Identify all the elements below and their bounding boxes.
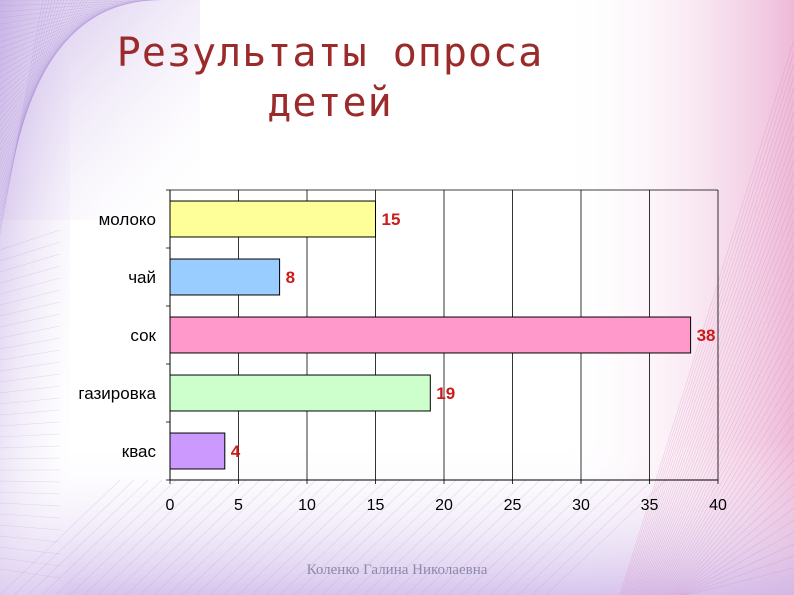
category-label: чай	[128, 268, 156, 287]
category-label: газировка	[78, 384, 156, 403]
title-line-2: детей	[267, 80, 393, 126]
page-title: Результаты опроса детей	[90, 28, 570, 128]
title-line-1: Результаты опроса	[116, 30, 544, 76]
x-tick-label: 20	[435, 497, 453, 514]
data-label: 19	[436, 384, 455, 403]
category-label: квас	[122, 442, 157, 461]
data-label: 15	[382, 210, 401, 229]
x-tick-label: 30	[572, 497, 590, 514]
data-label: 4	[231, 442, 241, 461]
x-tick-label: 0	[166, 497, 175, 514]
data-label: 8	[286, 268, 295, 287]
x-tick-label: 25	[504, 497, 522, 514]
bar-1	[169, 258, 281, 296]
bar-2	[169, 316, 692, 354]
bar-4	[169, 432, 226, 470]
x-tick-label: 15	[367, 497, 385, 514]
x-tick-label: 35	[641, 497, 659, 514]
author-footer: Коленко Галина Николаевна	[306, 562, 488, 578]
data-label: 38	[697, 326, 716, 345]
bar-3	[169, 374, 431, 412]
bar-0	[169, 200, 376, 238]
x-tick-label: 40	[709, 497, 727, 514]
x-tick-label: 10	[298, 497, 316, 514]
category-label: молоко	[99, 210, 156, 229]
x-tick-label: 5	[234, 497, 243, 514]
category-label: сок	[130, 326, 156, 345]
